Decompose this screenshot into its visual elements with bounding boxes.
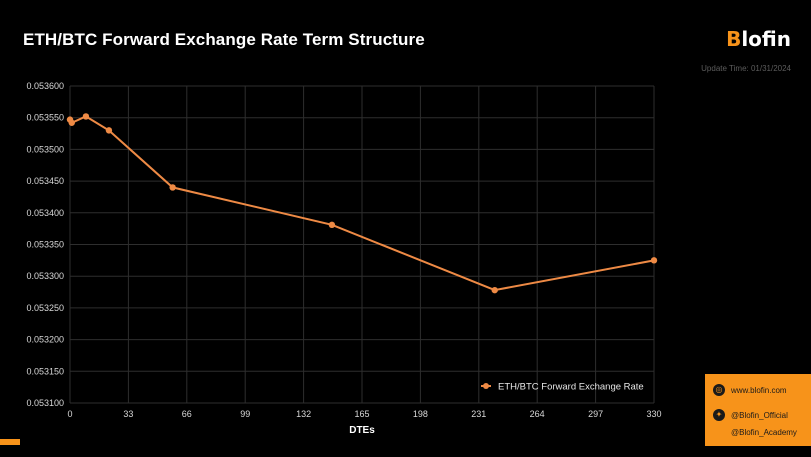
contact-academy: @Blofin_Academy xyxy=(731,428,797,437)
y-tick-label: 0.053250 xyxy=(26,303,64,313)
data-point xyxy=(491,286,498,294)
x-tick-label: 330 xyxy=(646,409,661,419)
legend-marker xyxy=(483,383,489,389)
update-time: Update Time: 01/31/2024 xyxy=(701,64,791,73)
y-tick-label: 0.053550 xyxy=(26,113,64,123)
y-tick-label: 0.053450 xyxy=(26,176,64,186)
y-tick-label: 0.053350 xyxy=(26,240,64,250)
contact-website-row[interactable]: ◎ www.blofin.com xyxy=(713,384,787,396)
accent-bar xyxy=(0,439,20,445)
data-point xyxy=(68,119,75,126)
x-tick-label: 66 xyxy=(182,409,192,419)
x-tick-label: 99 xyxy=(240,409,250,419)
contact-twitter: @Blofin_Official xyxy=(731,410,788,420)
y-tick-label: 0.053150 xyxy=(26,366,64,376)
x-tick-label: 198 xyxy=(413,409,428,419)
contact-panel: ◎ www.blofin.com ✦ @Blofin_Official @Blo… xyxy=(705,374,811,446)
globe-icon: ◎ xyxy=(713,384,725,396)
x-tick-label: 33 xyxy=(123,409,133,419)
x-tick-label: 165 xyxy=(354,409,369,419)
x-tick-label: 231 xyxy=(471,409,486,419)
twitter-icon: ✦ xyxy=(713,409,725,421)
data-point xyxy=(328,221,336,229)
y-tick-label: 0.053600 xyxy=(26,81,64,91)
x-tick-label: 132 xyxy=(296,409,311,419)
contact-website: www.blofin.com xyxy=(731,385,787,395)
data-point xyxy=(82,113,90,120)
x-tick-label: 264 xyxy=(530,409,545,419)
y-tick-label: 0.053200 xyxy=(26,335,64,345)
x-axis-title: DTEs xyxy=(349,425,375,436)
data-point xyxy=(169,184,176,191)
x-tick-label: 297 xyxy=(588,409,603,419)
chart-title: ETH/BTC Forward Exchange Rate Term Struc… xyxy=(23,30,425,49)
y-tick-label: 0.053300 xyxy=(26,271,64,281)
y-tick-label: 0.053500 xyxy=(26,144,64,154)
y-tick-label: 0.053400 xyxy=(26,208,64,218)
x-tick-label: 0 xyxy=(67,409,72,419)
legend-label: ETH/BTC Forward Exchange Rate xyxy=(498,382,644,393)
data-point xyxy=(650,257,658,264)
blofin-logo: Blofin xyxy=(726,27,791,51)
contact-twitter-row[interactable]: ✦ @Blofin_Official xyxy=(713,409,788,421)
y-tick-label: 0.053100 xyxy=(26,398,64,408)
contact-academy-row[interactable]: @Blofin_Academy xyxy=(731,428,797,437)
data-point xyxy=(105,127,113,134)
